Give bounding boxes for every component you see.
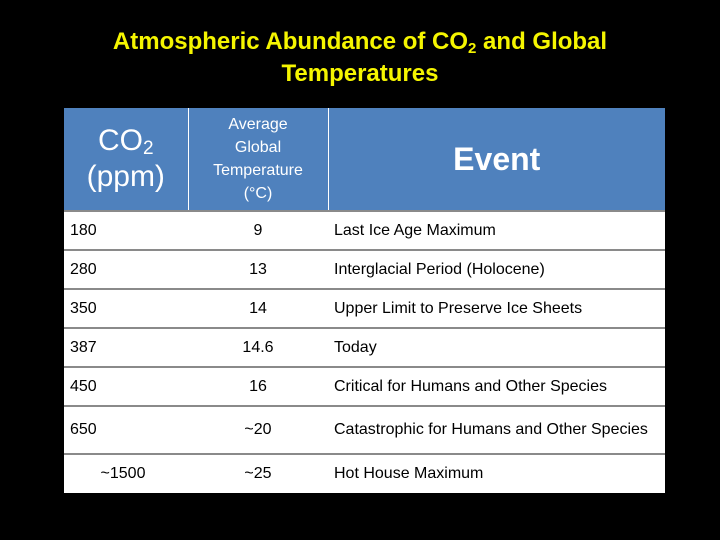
table-row: 280 13 Interglacial Period (Holocene) (64, 249, 665, 289)
cell-co2: 450 (64, 366, 188, 406)
slide-title: Atmospheric Abundance of CO2 and Global … (60, 26, 660, 90)
cell-temperature: 16 (188, 366, 328, 406)
table-row: 180 9 Last Ice Age Maximum (64, 210, 665, 250)
cell-co2: 650 (64, 405, 188, 454)
table-row: 450 16 Critical for Humans and Other Spe… (64, 366, 665, 406)
table-row: 387 14.6 Today (64, 327, 665, 367)
cell-event: Upper Limit to Preserve Ice Sheets (328, 288, 665, 328)
cell-temperature: 14.6 (188, 327, 328, 367)
cell-event: Critical for Humans and Other Species (328, 366, 665, 406)
slide-title-line1: Atmospheric Abundance of CO2 and Global (112, 28, 608, 57)
cell-co2: ~1500 (64, 453, 188, 493)
cell-event: Today (328, 327, 665, 367)
cell-co2: 180 (64, 210, 188, 250)
header-event: Event (328, 108, 665, 211)
cell-temperature: ~20 (188, 405, 328, 454)
cell-co2: 280 (64, 249, 188, 289)
cell-temperature: 14 (188, 288, 328, 328)
cell-co2: 387 (64, 327, 188, 367)
co2-temperature-table: CO2 (ppm) Average Global Temperature (°C… (64, 108, 665, 493)
cell-temperature: ~25 (188, 453, 328, 493)
cell-event: Hot House Maximum (328, 453, 665, 493)
table-row: 650 ~20 Catastrophic for Humans and Othe… (64, 405, 665, 454)
cell-event: Catastrophic for Humans and Other Specie… (328, 405, 665, 454)
cell-temperature: 13 (188, 249, 328, 289)
cell-event: Interglacial Period (Holocene) (328, 249, 665, 289)
header-temperature: Average Global Temperature (°C) (188, 108, 329, 211)
cell-event: Last Ice Age Maximum (328, 210, 665, 250)
table-header-row: CO2 (ppm) Average Global Temperature (°C… (64, 108, 665, 211)
table-row: ~1500 ~25 Hot House Maximum (64, 453, 665, 493)
header-co2: CO2 (ppm) (64, 108, 189, 211)
table-row: 350 14 Upper Limit to Preserve Ice Sheet… (64, 288, 665, 328)
cell-temperature: 9 (188, 210, 328, 250)
cell-co2: 350 (64, 288, 188, 328)
slide-title-line2: Temperatures (281, 60, 439, 87)
